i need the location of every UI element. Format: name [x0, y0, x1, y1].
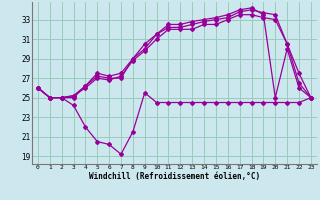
- X-axis label: Windchill (Refroidissement éolien,°C): Windchill (Refroidissement éolien,°C): [89, 172, 260, 181]
